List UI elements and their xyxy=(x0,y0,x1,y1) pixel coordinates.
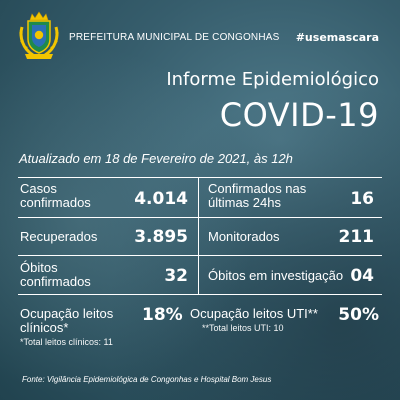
icu-occupancy-note: **Total leitos UTI: 10 xyxy=(202,323,284,333)
divider-top xyxy=(18,177,382,178)
last24-value: 16 xyxy=(350,189,374,209)
icu-occupancy-value: 50% xyxy=(338,305,379,325)
cases-label-line1: Casos xyxy=(20,181,57,196)
cases-label: Casos confirmados xyxy=(20,182,91,210)
clinical-occupancy-label-line1: Ocupação leitos xyxy=(20,306,114,321)
hashtag: #usemascara xyxy=(295,31,379,44)
stats-grid: Casos confirmados 4.014 Confirmados nas … xyxy=(18,177,382,295)
recovered-label: Recuperados xyxy=(20,229,98,244)
last24-label: Confirmados nas últimas 24hs xyxy=(208,182,306,210)
icu-occupancy-label: Ocupação leitos UTI** xyxy=(190,306,318,321)
source-footer: Fonte: Vigilância Epidemiológica de Cong… xyxy=(22,375,272,384)
clinical-occupancy-label-line2: clínicos* xyxy=(20,320,69,335)
deaths-label-line2: confirmados xyxy=(20,274,91,289)
investigating-value: 04 xyxy=(350,266,374,286)
cases-label-line2: confirmados xyxy=(20,195,91,210)
divider-bottom xyxy=(18,294,382,295)
coat-of-arms-icon xyxy=(19,11,59,59)
cases-value: 4.014 xyxy=(134,189,188,209)
clinical-occupancy-note: *Total leitos clínicos: 11 xyxy=(20,337,113,347)
last24-label-line1: Confirmados nas xyxy=(208,181,307,196)
last24-label-line2: últimas 24hs xyxy=(208,195,281,210)
deaths-label-line1: Óbitos xyxy=(20,260,58,275)
investigating-label: Óbitos em investigação xyxy=(208,268,344,283)
divider-vertical xyxy=(198,177,199,295)
monitored-label: Monitorados xyxy=(208,229,280,244)
divider-row1 xyxy=(18,217,382,218)
clinical-occupancy-label: Ocupação leitos clínicos* xyxy=(20,307,113,335)
report-title: Informe Epidemiológico xyxy=(166,69,379,90)
prefecture-name: PREFEITURA MUNICIPAL DE CONGONHAS xyxy=(69,32,280,43)
clinical-occupancy-value: 18% xyxy=(142,305,183,325)
updated-timestamp: Atualizado em 18 de Fevereiro de 2021, à… xyxy=(19,151,293,166)
monitored-value: 211 xyxy=(338,227,375,247)
header: PREFEITURA MUNICIPAL DE CONGONHAS #usema… xyxy=(0,0,400,70)
deaths-label: Óbitos confirmados xyxy=(20,261,91,289)
divider-row2 xyxy=(18,255,382,256)
report-subtitle: COVID-19 xyxy=(219,96,379,134)
recovered-value: 3.895 xyxy=(134,227,188,247)
deaths-value: 32 xyxy=(164,266,188,286)
